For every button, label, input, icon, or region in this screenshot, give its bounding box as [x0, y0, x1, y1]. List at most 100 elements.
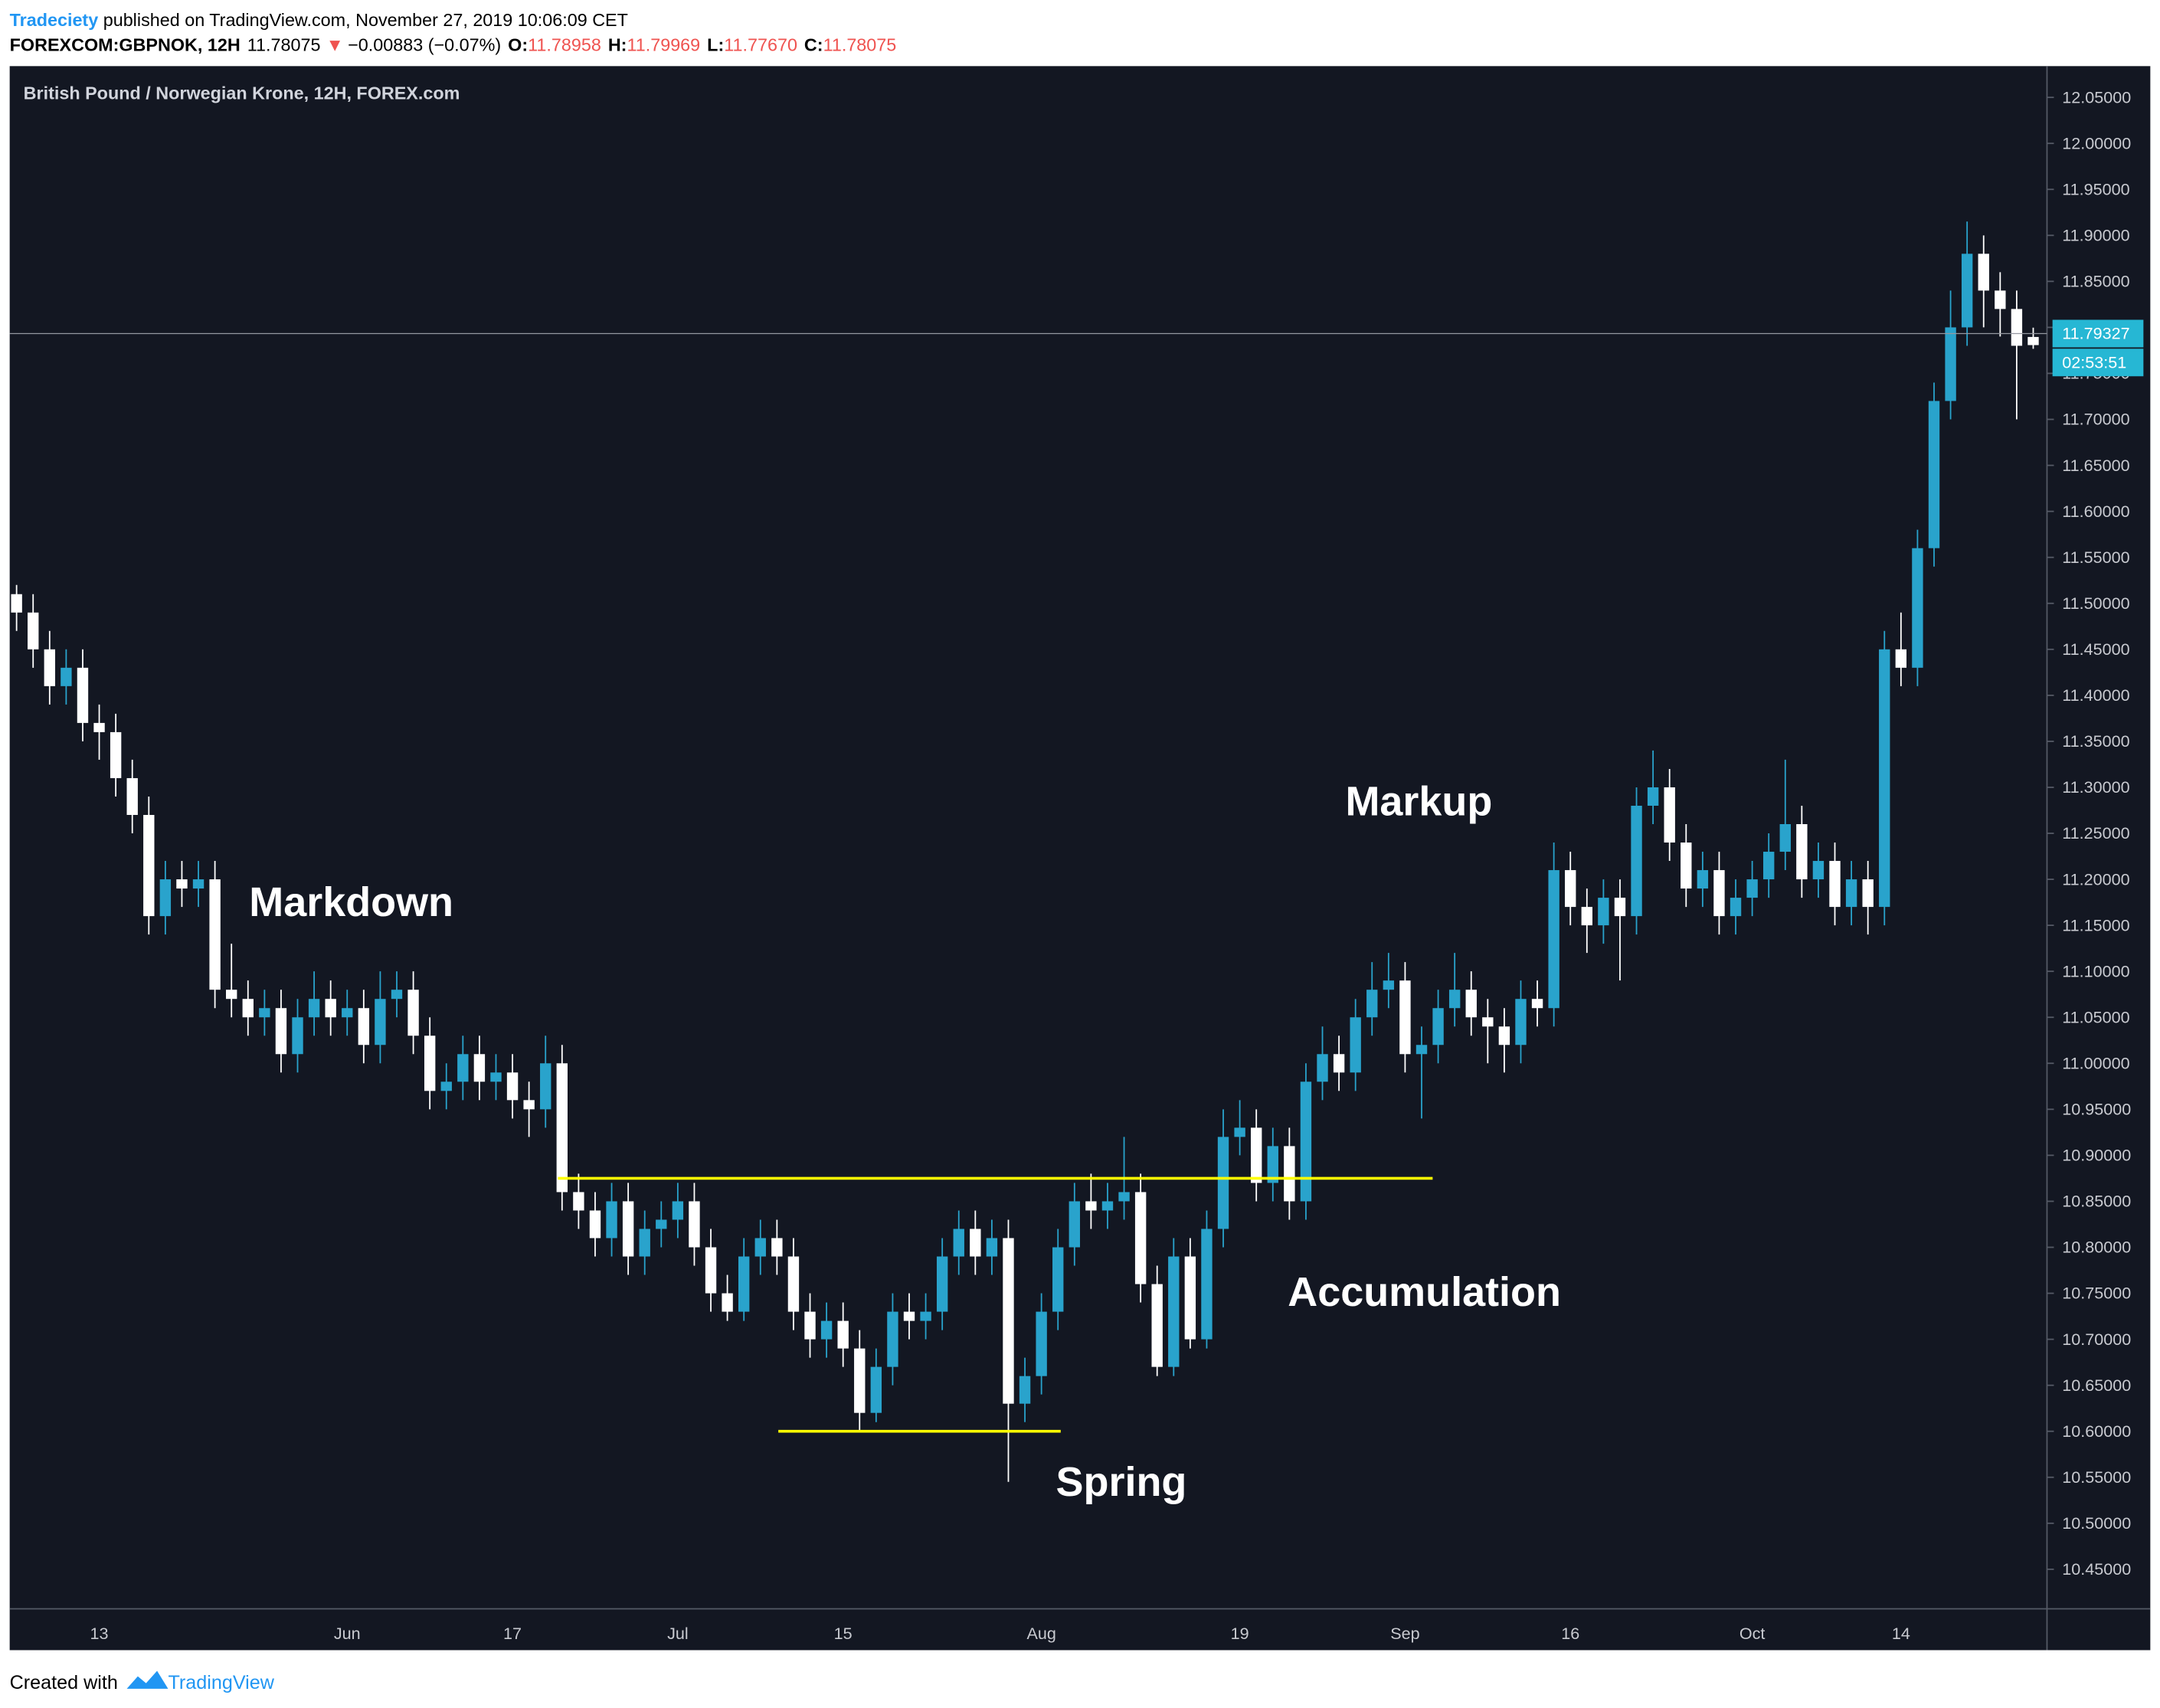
candle-body: [1003, 1238, 1014, 1404]
candle-body: [1531, 999, 1543, 1009]
candle-body: [1862, 879, 1874, 908]
candle-body: [1746, 879, 1758, 898]
y-tick-label: 10.85000: [2062, 1192, 2131, 1211]
candle-body: [1664, 787, 1675, 843]
candle-body: [1681, 843, 1692, 889]
chart-title: British Pound / Norwegian Krone, 12H, FO…: [24, 83, 460, 103]
candle-body: [1912, 548, 1923, 668]
candle-body: [342, 1008, 353, 1018]
plot: 10.45000 10.50000 10.55000 10.60000 10.65000…: [9, 87, 2144, 1643]
x-tick-label: 13: [90, 1624, 109, 1643]
author[interactable]: Tradeciety: [10, 10, 99, 30]
candle-body: [1251, 1127, 1262, 1183]
y-tick-label: 11.20000: [2062, 869, 2129, 888]
candle-body: [1168, 1256, 1180, 1367]
candle-body: [1928, 401, 1940, 548]
candle-body: [391, 990, 403, 1000]
x-tick-label: 17: [503, 1624, 522, 1643]
candle-body: [1432, 1008, 1444, 1045]
x-tick-label: Jun: [334, 1624, 361, 1643]
y-tick-label: 11.30000: [2062, 777, 2129, 797]
candle-body: [837, 1320, 849, 1349]
candle-body: [61, 667, 72, 686]
candle-body: [110, 731, 122, 778]
change-arrow: ▼: [326, 35, 344, 55]
candle-body: [1598, 898, 1609, 926]
candle-body: [28, 612, 39, 649]
candle-body: [1995, 290, 2006, 309]
candle-body: [787, 1256, 800, 1312]
y-tick-label: 11.40000: [2062, 685, 2129, 705]
candle-body: [1978, 254, 1989, 291]
candle-body: [1697, 870, 1709, 889]
open-label: O:: [508, 35, 528, 55]
high-label: H:: [608, 35, 627, 55]
candle-body: [1036, 1311, 1047, 1376]
candle-body: [440, 1081, 452, 1091]
candle-body: [1134, 1192, 1147, 1284]
candle-body: [1465, 990, 1477, 1018]
candle-body: [424, 1036, 436, 1091]
candle-body: [887, 1311, 898, 1367]
low-value: 11.77670: [724, 35, 797, 55]
candle-body: [804, 1311, 816, 1340]
candle-body: [1614, 898, 1626, 917]
candle-body: [275, 1008, 287, 1055]
y-tick-label: 10.65000: [2062, 1376, 2131, 1395]
candle-body: [622, 1201, 634, 1257]
close-label: C:: [804, 35, 823, 55]
candle-body: [903, 1311, 915, 1321]
high-value: 11.79969: [627, 35, 700, 55]
candle-body: [1845, 879, 1857, 908]
y-tick-label: 11.85000: [2062, 272, 2129, 291]
last-price-box: [2052, 319, 2144, 348]
x-tick-label: 19: [1231, 1624, 1249, 1643]
candle-body: [1515, 999, 1527, 1045]
candle-body: [1201, 1229, 1213, 1340]
y-tick-label: 11.45000: [2062, 640, 2129, 659]
y-tick-label: 10.75000: [2062, 1284, 2131, 1303]
y-tick-label: 11.15000: [2062, 915, 2129, 934]
countdown-label: 02:53:51: [2062, 352, 2126, 371]
x-tick-label: Aug: [1026, 1624, 1055, 1643]
x-tick-label: 14: [1892, 1624, 1910, 1643]
candle-body: [771, 1238, 783, 1257]
ohlc-line: FOREXCOM:GBPNOK, 12H 11.78075 ▼ −0.00883 (−…: [10, 35, 897, 55]
candle-body: [1383, 980, 1395, 990]
candle-body: [540, 1063, 551, 1110]
candle-body: [1581, 907, 1592, 926]
candle-body: [1448, 990, 1461, 1009]
candle-body: [1879, 649, 1890, 908]
annotation: Spring: [1056, 1459, 1187, 1505]
y-tick-label: 10.55000: [2062, 1468, 2131, 1487]
tradingview-logo[interactable]: [126, 1670, 169, 1689]
x-tick-label: Sep: [1390, 1624, 1419, 1643]
candle-body: [93, 722, 105, 732]
annotation: Markdown: [249, 879, 453, 925]
candle-body: [754, 1238, 766, 1257]
y-tick-label: 11.00000: [2062, 1053, 2129, 1072]
candle-body: [556, 1063, 568, 1193]
candle-body: [970, 1229, 981, 1257]
footer-brand[interactable]: TradingView: [168, 1672, 274, 1693]
publish-info: published on TradingView.com, November 2…: [98, 10, 628, 30]
candle-body: [126, 777, 138, 815]
candle-body: [407, 990, 419, 1036]
candle-body: [953, 1229, 964, 1257]
candle-body: [854, 1348, 866, 1413]
y-tick-label: 11.70000: [2062, 410, 2129, 429]
candle-body: [573, 1192, 584, 1211]
symbol: FOREXCOM:GBPNOK, 12H: [10, 35, 241, 55]
candle-body: [1796, 824, 1808, 880]
candle-body: [1333, 1054, 1345, 1073]
candle-body: [375, 999, 386, 1045]
candle-body: [589, 1210, 601, 1238]
last-price-label: 11.79327: [2062, 324, 2129, 343]
candle-body: [2027, 336, 2039, 345]
candle-body: [1812, 861, 1825, 880]
candle-body: [722, 1293, 733, 1312]
y-tick-label: 11.95000: [2062, 179, 2129, 198]
candle-body: [176, 879, 188, 889]
candle-body: [226, 990, 237, 1000]
